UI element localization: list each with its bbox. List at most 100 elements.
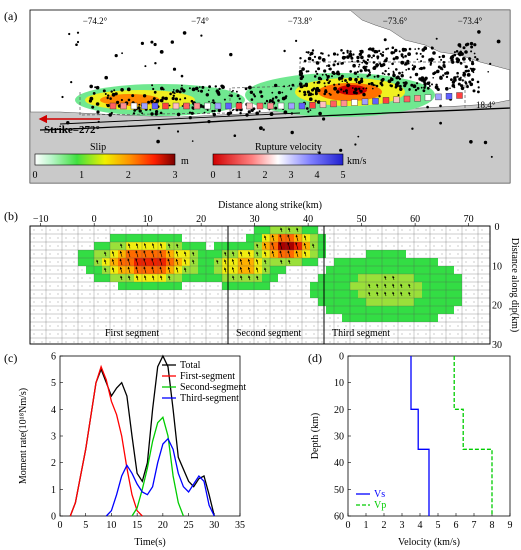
slip-cell bbox=[326, 266, 334, 274]
aftershock-dot bbox=[439, 104, 442, 108]
aftershock-dot bbox=[437, 65, 441, 69]
aftershock-dot bbox=[439, 75, 443, 79]
aftershock-dot bbox=[381, 77, 385, 81]
aftershock-dot bbox=[441, 54, 446, 59]
y-tick-label: 2 bbox=[51, 458, 56, 469]
aftershock-dot bbox=[157, 126, 161, 130]
aftershock-dot bbox=[250, 98, 254, 101]
series-line-third-segment bbox=[105, 437, 215, 517]
slip-node bbox=[473, 253, 475, 255]
aftershock-dot bbox=[108, 113, 112, 117]
aftershock-dot bbox=[367, 82, 371, 86]
slip-node bbox=[177, 341, 179, 343]
aftershock-dot bbox=[378, 49, 381, 53]
slip-node bbox=[33, 277, 35, 279]
aftershock-dot bbox=[449, 87, 451, 90]
slip-cell bbox=[382, 290, 390, 298]
slip-cell bbox=[358, 306, 366, 314]
slip-cell bbox=[366, 290, 374, 298]
slip-node bbox=[65, 237, 67, 239]
slip-node bbox=[49, 277, 51, 279]
slip-vector bbox=[183, 259, 187, 265]
longitude-label: −74.2° bbox=[83, 16, 108, 26]
slip-cell bbox=[350, 298, 358, 306]
aftershock-dot bbox=[348, 77, 353, 81]
slip-vector bbox=[295, 234, 299, 242]
aftershock-dot bbox=[107, 94, 110, 97]
rupture-velocity-square bbox=[130, 102, 138, 110]
slip-vector bbox=[384, 275, 387, 280]
slip-node bbox=[41, 277, 43, 279]
aftershock-dot bbox=[435, 37, 438, 40]
slip-vector bbox=[287, 250, 291, 258]
slip-node bbox=[449, 237, 451, 239]
slip-cell bbox=[406, 266, 414, 274]
slip-node bbox=[121, 333, 123, 335]
x-tick-label: 3 bbox=[400, 520, 405, 531]
slip-node bbox=[201, 293, 203, 295]
slip-node bbox=[57, 301, 59, 303]
slip-vector bbox=[271, 250, 275, 257]
aftershock-dot bbox=[96, 110, 100, 114]
rupture-velocity-square bbox=[340, 99, 348, 107]
slip-vector bbox=[167, 258, 171, 266]
slip-cell bbox=[438, 298, 446, 306]
slip-node bbox=[121, 341, 123, 343]
slip-node bbox=[73, 341, 75, 343]
slip-cell bbox=[222, 266, 230, 274]
slip-cell bbox=[318, 274, 326, 282]
slip-node bbox=[137, 309, 139, 311]
slip-cell bbox=[342, 306, 350, 314]
slip-node bbox=[73, 253, 75, 255]
aftershock-dot bbox=[459, 61, 463, 65]
aftershock-dot bbox=[349, 70, 353, 73]
slip-vector bbox=[128, 275, 131, 281]
slip-node bbox=[97, 237, 99, 239]
slip-cell bbox=[198, 258, 206, 266]
slip-cell bbox=[398, 258, 406, 266]
slip-node bbox=[481, 269, 483, 271]
slip-cell bbox=[374, 298, 382, 306]
aftershock-dot bbox=[260, 94, 264, 98]
slip-node bbox=[225, 317, 227, 319]
slip-node bbox=[393, 341, 395, 343]
aftershock-dot bbox=[271, 91, 274, 94]
aftershock-dot bbox=[365, 65, 368, 68]
slip-node bbox=[49, 341, 51, 343]
slip-cell bbox=[342, 266, 350, 274]
aftershock-dot bbox=[341, 80, 344, 82]
slip-vector bbox=[264, 267, 267, 273]
slip-cell bbox=[166, 250, 174, 258]
aftershock-dot bbox=[324, 90, 328, 94]
slip-cell bbox=[358, 282, 366, 290]
aftershock-dot bbox=[218, 87, 221, 91]
aftershock-dot bbox=[387, 47, 390, 50]
aftershock-dot bbox=[407, 62, 410, 65]
rupture-tick: 5 bbox=[341, 170, 346, 181]
slip-cell bbox=[150, 250, 158, 258]
slip-cell bbox=[254, 226, 262, 234]
slip-node bbox=[49, 269, 51, 271]
slip-cell bbox=[326, 290, 334, 298]
slip-cell bbox=[174, 258, 182, 266]
slip-cell bbox=[198, 274, 206, 282]
slip-node bbox=[33, 229, 35, 231]
slip-cell bbox=[382, 298, 390, 306]
aftershock-dot bbox=[462, 46, 466, 50]
panel-a-label: (a) bbox=[4, 9, 17, 23]
aftershock-dot bbox=[451, 60, 455, 64]
slip-cell bbox=[446, 282, 454, 290]
aftershock-dot bbox=[307, 56, 312, 61]
slip-node bbox=[185, 325, 187, 327]
aftershock-dot bbox=[180, 87, 184, 91]
slip-cell bbox=[334, 290, 342, 298]
aftershock-dot bbox=[144, 65, 147, 68]
slip-cell bbox=[270, 250, 278, 258]
slip-cell bbox=[142, 258, 150, 266]
slip-vector bbox=[296, 227, 299, 233]
aftershock-dot bbox=[462, 71, 465, 74]
slip-cell bbox=[350, 290, 358, 298]
slip-node bbox=[201, 285, 203, 287]
slip-node bbox=[81, 333, 83, 335]
slip-node bbox=[289, 309, 291, 311]
